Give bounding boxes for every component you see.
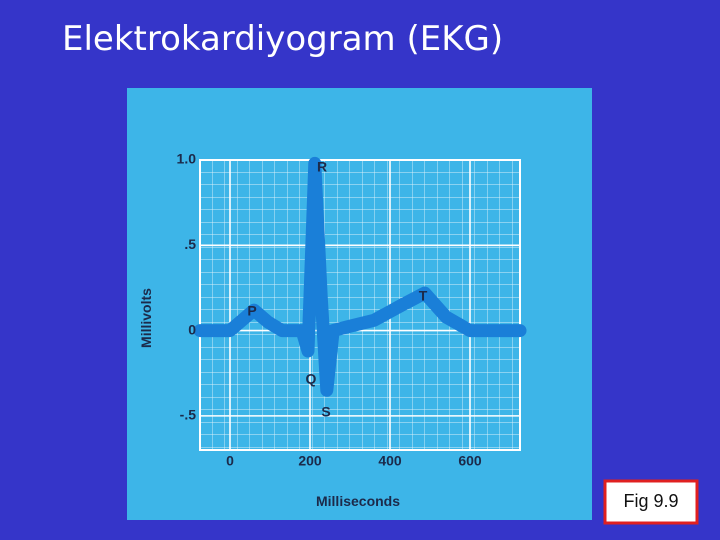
y-tick-label: 0 xyxy=(188,321,196,337)
x-tick-label: 0 xyxy=(226,453,234,469)
x-axis-title: Milliseconds xyxy=(316,493,400,509)
wave-label: P xyxy=(247,303,256,319)
caption: Fig 9.9 xyxy=(623,491,678,511)
wave-label: R xyxy=(317,159,327,175)
caption-box xyxy=(603,479,699,525)
wave-label: S xyxy=(321,404,330,420)
y-axis-title: Millivolts xyxy=(138,288,154,348)
ekg-trace xyxy=(193,156,527,397)
slide-title: Elektrokardiyogram (EKG) xyxy=(62,19,503,59)
x-tick-label: 200 xyxy=(298,453,322,469)
wave-label: T xyxy=(419,288,428,304)
y-tick-label: -.5 xyxy=(180,407,197,423)
wave-label: Q xyxy=(306,371,317,387)
x-tick-label: 400 xyxy=(378,453,402,469)
plot xyxy=(193,156,527,397)
y-tick-label: 1.0 xyxy=(177,151,197,167)
x-tick-label: 600 xyxy=(458,453,482,469)
y-tick-label: .5 xyxy=(184,236,196,252)
